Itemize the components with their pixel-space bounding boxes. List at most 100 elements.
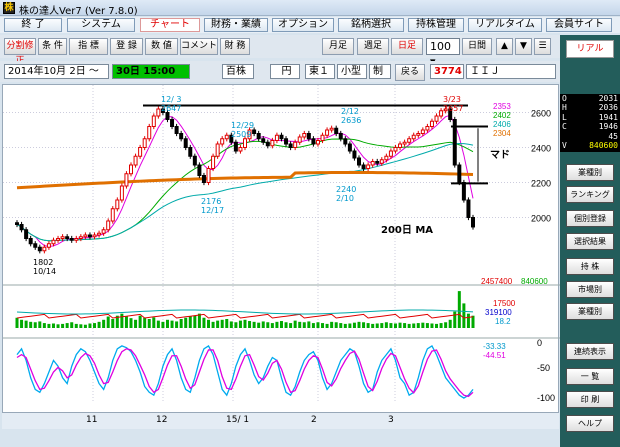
toolbar-button-0[interactable]: 分割修正 xyxy=(4,38,36,66)
candle-body xyxy=(42,246,47,252)
volume-bar xyxy=(425,323,429,328)
candle-body xyxy=(101,229,106,234)
candle-body xyxy=(97,232,102,236)
side-button-7[interactable]: 連続表示 xyxy=(566,343,614,360)
x-tick-label: 11 xyxy=(86,415,98,425)
menu-item-6[interactable]: 持株管理 xyxy=(408,18,464,32)
candle-body xyxy=(411,134,416,140)
volume-bar xyxy=(79,324,83,328)
volume-bar xyxy=(384,322,388,328)
candle-body xyxy=(288,143,293,148)
ohlc-readout: O 2031 H 2036 L 1941 C 1946 45 V 840600 xyxy=(560,94,620,152)
side-button-0[interactable]: 業種別 xyxy=(566,164,614,181)
volume-bar xyxy=(330,321,334,328)
volume-bar xyxy=(134,319,138,328)
readout-row: 45 xyxy=(608,131,618,141)
period-button-1[interactable]: 週足 xyxy=(357,38,389,55)
candle-body xyxy=(74,238,79,241)
volume-bar xyxy=(97,321,101,328)
menu-item-5[interactable]: 銘柄選択 xyxy=(338,18,404,32)
volume-bar xyxy=(471,315,475,328)
volume-bar xyxy=(170,320,174,328)
candle-body xyxy=(170,119,175,127)
candle-body xyxy=(448,108,453,120)
side-button-1[interactable]: ランキング xyxy=(566,186,614,203)
realtime-button[interactable]: リアル xyxy=(566,40,614,58)
candle-body xyxy=(115,199,120,210)
ma-value-label: 2402 xyxy=(493,111,511,120)
candle-body xyxy=(361,164,366,169)
scroll-up-icon[interactable]: ▲ xyxy=(496,38,513,55)
side-button-4[interactable]: 持 株 xyxy=(566,258,614,275)
toolbar-button-2[interactable]: 指 標 xyxy=(69,38,108,55)
candle-body xyxy=(188,147,193,157)
volume-bar xyxy=(74,323,78,328)
side-button-2[interactable]: 個別登録 xyxy=(566,210,614,227)
toolbar-button-1[interactable]: 条 件 xyxy=(38,38,67,55)
toolbar-button-6[interactable]: 財 務 xyxy=(220,38,250,55)
candle-body xyxy=(297,136,302,143)
volume-bar xyxy=(435,323,439,328)
side-button-5[interactable]: 市場別 xyxy=(566,281,614,298)
volume-bar xyxy=(348,323,352,328)
chart-annotation: 12/17 xyxy=(201,206,224,215)
volume-bar xyxy=(252,321,256,328)
start-date-field[interactable]: 2014年10月 2日 ～ xyxy=(4,64,109,79)
candle-body xyxy=(211,155,216,169)
menu-item-4[interactable]: オプション xyxy=(272,18,334,32)
chart-annotation: 2657 xyxy=(443,104,463,113)
side-button-10[interactable]: ヘルプ xyxy=(566,415,614,432)
volume-bar xyxy=(124,316,128,328)
candle-body xyxy=(56,238,61,241)
volume-bar xyxy=(421,322,425,328)
period-button-0[interactable]: 月足 xyxy=(322,38,354,55)
side-button-3[interactable]: 選択結果 xyxy=(566,233,614,250)
menu-item-1[interactable]: システム xyxy=(67,18,135,32)
volume-bar xyxy=(389,323,393,328)
volume-label: 18.2 xyxy=(495,317,511,326)
candle-body xyxy=(293,141,298,148)
candle-body xyxy=(370,161,375,166)
volume-bar xyxy=(439,323,443,328)
x-tick-label: 2 xyxy=(311,415,317,425)
toolbar-button-3[interactable]: 登 録 xyxy=(110,38,143,55)
osc-k-line xyxy=(16,344,474,399)
chart-annotation: 2/12 xyxy=(341,107,359,116)
volume-bar xyxy=(325,323,329,328)
chart-annotation: 12/29 xyxy=(231,121,254,130)
period-button-2[interactable]: 日足 xyxy=(391,38,423,55)
candle-body xyxy=(238,147,243,152)
menu-item-3[interactable]: 財務・業績 xyxy=(204,18,268,32)
menu-item-2[interactable]: チャート xyxy=(140,18,200,32)
toolbar-button-5[interactable]: コメント xyxy=(180,38,218,55)
side-button-8[interactable]: 一 覧 xyxy=(566,368,614,385)
scroll-down-icon[interactable]: ▼ xyxy=(515,38,532,55)
chart-annotation: 2509 xyxy=(231,130,251,139)
end-date-field[interactable]: 30日 15:00 xyxy=(112,64,190,79)
volume-bar xyxy=(165,319,169,328)
list-icon[interactable]: ☰ xyxy=(534,38,551,55)
ma-line xyxy=(16,142,474,242)
day-count-select[interactable]: 100 ▾ xyxy=(426,38,460,68)
volume-bar xyxy=(248,321,252,328)
candle-body xyxy=(366,164,371,169)
volume-bar xyxy=(225,318,229,328)
chart-area[interactable]: 2600 2400 2200 2000 12/ 3 2647 12/29 2509 2/12 26… xyxy=(2,84,560,414)
x-tick-label: 12 xyxy=(156,415,168,425)
side-button-9[interactable]: 印 刷 xyxy=(566,391,614,408)
volume-bar xyxy=(234,322,238,328)
side-button-6[interactable]: 業種別 xyxy=(566,303,614,320)
candle-body xyxy=(343,138,348,145)
back-button[interactable]: 戻る xyxy=(395,64,425,81)
volume-bar xyxy=(307,321,311,328)
candle-body xyxy=(183,138,188,148)
menu-item-0[interactable]: 終 了 xyxy=(4,18,62,32)
menu-item-7[interactable]: リアルタイム xyxy=(468,18,542,32)
menu-item-8[interactable]: 会員サイト xyxy=(546,18,612,32)
volume-bar xyxy=(47,323,51,328)
stock-code-field[interactable]: 3774 xyxy=(430,64,464,79)
toolbar-button-4[interactable]: 数 値 xyxy=(145,38,178,55)
volume-bar xyxy=(229,321,233,328)
volume-bar xyxy=(444,322,448,328)
